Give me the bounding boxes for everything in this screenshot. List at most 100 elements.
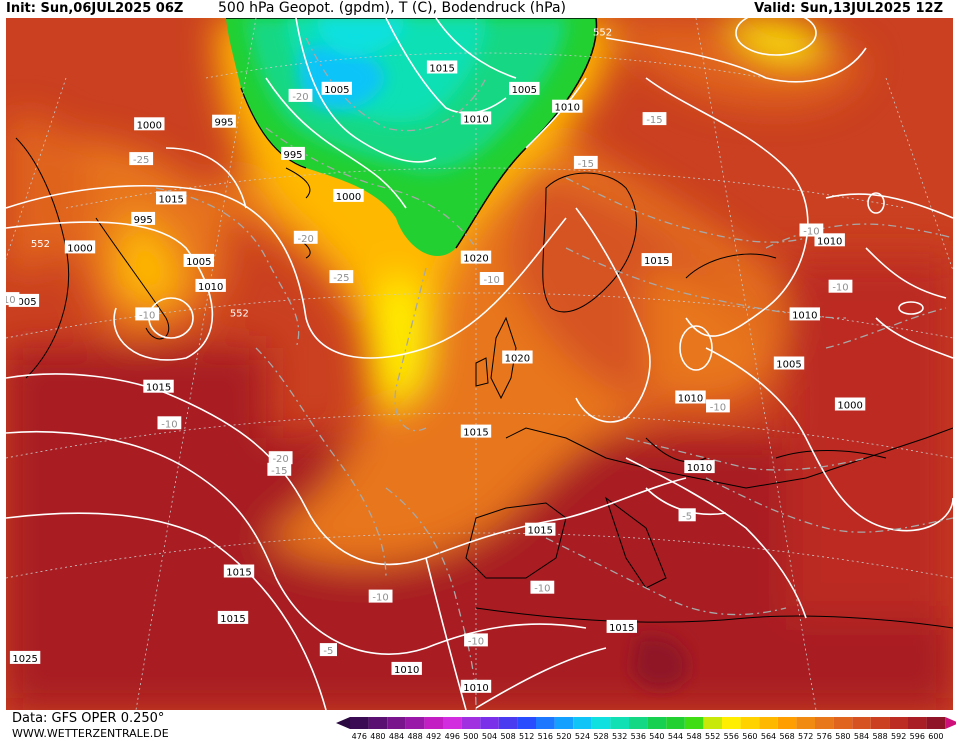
svg-text:1025: 1025 [12,654,37,665]
pressure-label: 1000 [134,117,165,131]
legend-tick-label: 584 [854,732,869,741]
pressure-label: 1015 [525,522,556,537]
svg-text:-15: -15 [271,466,287,477]
data-source: Data: GFS OPER 0.250° [12,711,165,726]
legend-tick-label: 528 [593,732,608,741]
pressure-label: 1025 [9,650,41,665]
legend-swatch [815,717,834,729]
pressure-label: 1015 [460,424,492,439]
legend-swatch [517,717,536,729]
legend-swatch [870,717,890,729]
legend-swatch [629,717,648,729]
svg-text:1010: 1010 [678,394,703,405]
legend-swatch [647,717,667,729]
pressure-label: 1005 [183,253,214,268]
legend-tick-label: 560 [742,732,757,741]
legend-tick-label: 568 [779,732,794,741]
legend-tick-label: 476 [352,732,367,741]
svg-text:1010: 1010 [463,114,488,125]
svg-text:1005: 1005 [11,297,36,308]
svg-text:995: 995 [134,215,153,226]
pressure-label: 995 [212,114,236,129]
legend-tick-label: 508 [500,732,515,741]
svg-text:1015: 1015 [463,428,488,439]
pressure-label: 1005 [773,356,805,371]
header: Init: Sun,06JUL2025 06Z 500 hPa Geopot. … [0,0,959,18]
svg-text:-25: -25 [133,155,149,166]
footer: Data: GFS OPER 0.250° WWW.WETTERZENTRALE… [0,710,959,741]
legend-tick-label: 592 [891,732,906,741]
svg-text:-15: -15 [646,115,662,126]
pressure-label: 1020 [460,250,492,265]
map-title: 500 hPa Geopot. (gpdm), T (C), Bodendruc… [218,0,566,16]
svg-text:1000: 1000 [67,243,92,254]
map-canvas: 1015 1005 1010 1000 995 995 1000 995 1000 1015 100… [6,18,953,710]
pressure-label: 1015 [426,60,458,75]
pressure-label: 1005 [321,81,352,96]
svg-text:-5: -5 [682,511,692,522]
legend-swatch [443,717,462,729]
legend-swatch [554,717,574,729]
pressure-label: 1015 [606,619,637,634]
height-label: 552 [593,28,612,39]
pressure-label: 1020 [502,350,533,365]
legend-swatch [889,717,908,729]
svg-text:552: 552 [593,28,612,39]
legend-tick-label: 532 [612,732,627,741]
svg-text:1010: 1010 [463,683,488,694]
pressure-label: 1000 [333,188,364,203]
pressure-label: 1010 [552,99,583,114]
legend-tick-label: 516 [538,732,553,741]
legend-swatch [368,717,388,729]
svg-text:-10: -10 [372,593,388,604]
legend-tick-label: 596 [910,732,925,741]
temp-label: -15 [267,462,292,477]
svg-text:-10: -10 [832,283,848,294]
temp-label: -5 [678,508,696,522]
legend-swatch [666,717,685,729]
svg-text:1015: 1015 [146,383,171,394]
temp-label: -25 [129,152,154,166]
pressure-label: 1010 [684,460,715,474]
svg-text:-20: -20 [292,92,308,103]
pressure-label: 1000 [834,397,866,412]
legend-swatch [722,717,741,729]
legend-tick-label: 540 [649,732,664,741]
legend-arrow-high [945,717,956,729]
valid-time: Valid: Sun,13JUL2025 12Z [754,1,943,16]
legend-tick-label: 576 [817,732,832,741]
svg-text:1010: 1010 [792,310,817,321]
pressure-label: 1000 [64,240,96,254]
isotherms [155,37,953,710]
legend-tick-label: 536 [631,732,646,741]
svg-text:1010: 1010 [198,282,223,293]
pressure-label: 1015 [223,564,255,579]
svg-text:-5: -5 [323,646,333,657]
temp-label: -10 [368,589,393,604]
temp-label: -15 [573,155,598,170]
legend-swatch [759,717,778,729]
temp-label: -15 [642,112,667,126]
legend-swatch [926,717,946,729]
svg-text:1000: 1000 [137,120,162,131]
temp-label: -5 [319,643,337,657]
height-label: 552 [230,309,249,320]
temp-label: -10 [479,272,504,286]
temp-label: -10 [799,223,824,238]
svg-text:-10: -10 [803,227,819,238]
legend-swatch [573,717,592,729]
svg-text:1015: 1015 [226,568,251,579]
legend-swatch [424,717,443,729]
svg-text:-25: -25 [333,273,349,284]
pressure-label: 1015 [143,379,174,394]
legend-tick-label: 488 [407,732,422,741]
legend-swatch [591,717,611,729]
svg-text:1005: 1005 [186,257,211,268]
legend-swatch [350,717,369,729]
pressure-label: 1010 [675,390,706,405]
legend-tick-label: 496 [445,732,460,741]
pressure-label: 1010 [814,233,845,247]
svg-text:552: 552 [31,239,50,250]
svg-text:-10: -10 [161,419,177,430]
legend-tick-label: 548 [686,732,701,741]
